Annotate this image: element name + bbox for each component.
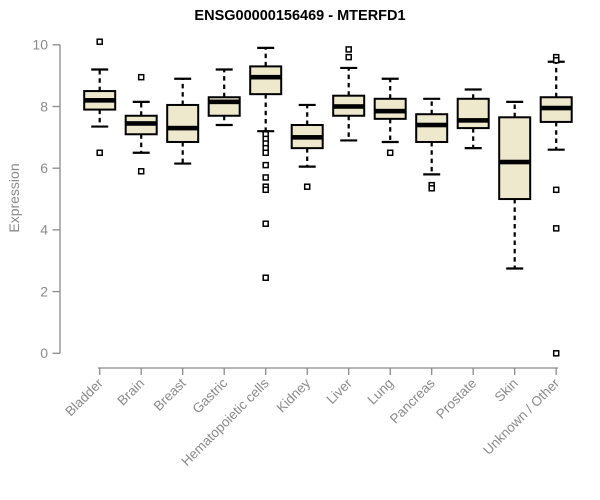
box-group <box>498 100 532 270</box>
y-tick-label: 4 <box>40 222 48 238</box>
box-iqr <box>498 116 532 201</box>
outlier-point <box>96 38 103 45</box>
box-iqr <box>166 103 200 143</box>
outlier-point <box>262 149 269 157</box>
box-iqr <box>373 97 407 120</box>
box-group <box>207 68 241 127</box>
outlier-point <box>345 46 352 53</box>
outlier-point <box>552 225 560 232</box>
outlier-point <box>262 220 269 227</box>
median-line <box>457 118 489 123</box>
outlier-point <box>386 149 394 157</box>
category-label: Liver <box>324 375 356 407</box>
median-line <box>499 159 531 165</box>
outlier-point <box>428 185 435 192</box>
box-group <box>539 53 573 357</box>
box-group <box>249 46 283 281</box>
median-line <box>208 99 240 105</box>
outlier-point <box>262 161 269 169</box>
box-group <box>456 88 490 150</box>
y-tick-label: 10 <box>32 37 48 53</box>
chart-title: ENSG00000156469 - MTERFD1 <box>194 8 406 24</box>
outlier-point <box>345 53 352 61</box>
median-line <box>291 135 323 140</box>
box-iqr <box>415 113 449 143</box>
median-line <box>540 105 572 111</box>
outlier-point <box>262 174 269 181</box>
median-line <box>250 74 282 80</box>
outlier-point <box>96 149 103 157</box>
category-label: Unknown / Other <box>480 375 563 458</box>
y-tick-label: 8 <box>40 98 48 114</box>
category-label: Prostate <box>433 376 479 422</box>
box-group <box>415 97 449 192</box>
y-tick-label: 0 <box>40 345 48 361</box>
median-line <box>84 98 116 103</box>
y-tick-label: 6 <box>40 160 48 176</box>
box-iqr <box>456 97 490 130</box>
outlier-point <box>552 350 560 357</box>
box-group <box>373 77 407 157</box>
median-line <box>167 125 199 131</box>
category-label: Brain <box>114 376 147 409</box>
median-line <box>125 121 157 126</box>
box-group <box>83 38 117 157</box>
category-label: Gastric <box>189 375 230 416</box>
outlier-point <box>303 183 311 190</box>
box-group <box>124 73 158 175</box>
category-label: Pancreas <box>387 375 438 426</box>
outlier-point <box>262 274 269 281</box>
median-line <box>374 108 406 114</box>
box-iqr <box>249 65 283 96</box>
category-label: Bladder <box>62 375 106 419</box>
box-group <box>290 103 324 190</box>
category-label: Breast <box>151 375 189 413</box>
outlier-point <box>137 168 145 175</box>
category-label: Kidney <box>274 375 314 415</box>
median-line <box>416 122 448 128</box>
category-label: Skin <box>492 376 521 405</box>
outlier-point <box>262 186 269 194</box>
box-group <box>166 77 200 165</box>
outlier-point <box>552 186 560 194</box>
outlier-point <box>137 73 145 81</box>
box-group <box>332 46 366 142</box>
category-label: Lung <box>364 376 396 408</box>
outlier-point <box>552 56 560 64</box>
y-tick-label: 2 <box>40 283 48 299</box>
median-line <box>333 104 365 109</box>
